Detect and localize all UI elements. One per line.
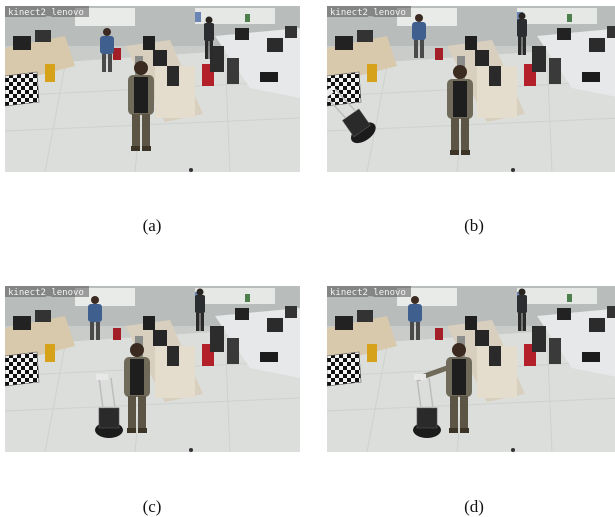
- panel-d-image: kinect2_lenovo: [327, 286, 615, 452]
- panel-a-image: kinect2_lenovo: [5, 6, 300, 172]
- panel-b-image: kinect2_lenovo: [327, 6, 615, 172]
- caption-d: (d): [464, 497, 484, 516]
- camera-label-a: kinect2_lenovo: [8, 8, 84, 18]
- caption-c: (c): [142, 497, 162, 516]
- camera-label-d: kinect2_lenovo: [330, 288, 406, 298]
- camera-label-c: kinect2_lenovo: [8, 288, 84, 298]
- caption-b: (b): [464, 216, 484, 235]
- camera-label-b: kinect2_lenovo: [330, 8, 406, 18]
- panel-c-image: kinect2_lenovo: [5, 286, 300, 452]
- caption-a: (a): [142, 216, 162, 235]
